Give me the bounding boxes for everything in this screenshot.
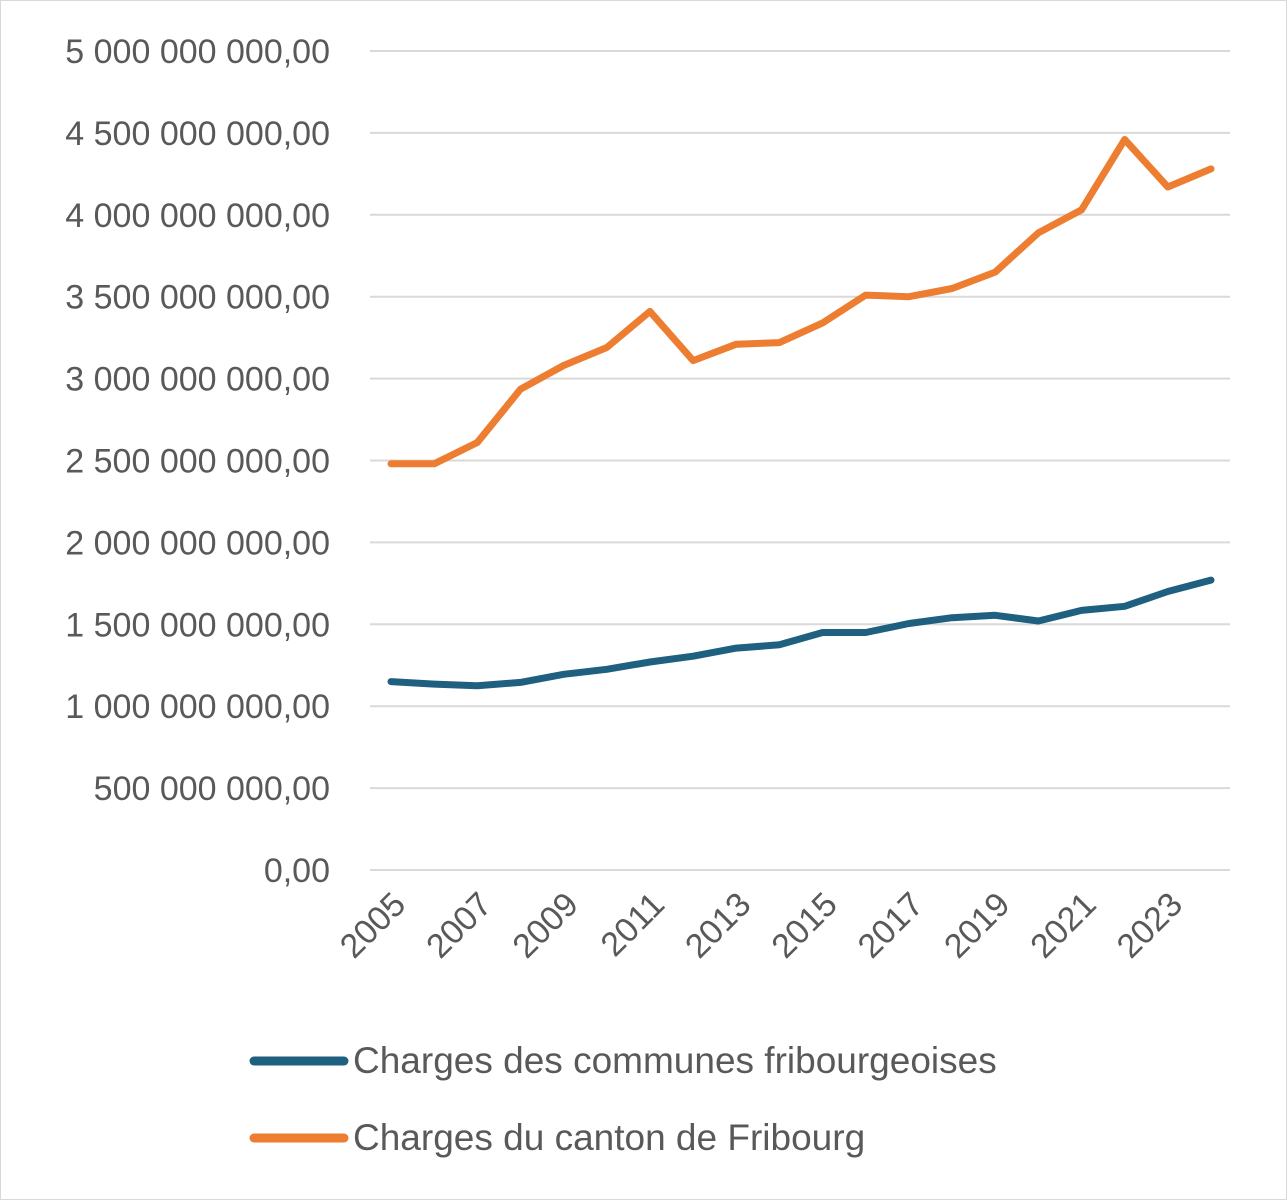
legend: Charges des communes fribourgeoises Char… [249,1040,997,1158]
x-tick-label-3: 2011 [594,885,673,964]
x-tick-group-9: 2023 [1110,885,1190,965]
x-tick-label-9: 2023 [1110,885,1190,965]
x-tick-group-5: 2015 [764,885,844,965]
series-line-0 [387,576,1215,690]
x-tick-group-0: 2005 [333,885,413,965]
x-tick-label-4: 2013 [678,885,758,965]
y-tick-label-7: 3 500 000 000,00 [65,279,330,317]
x-tick-group-2: 2009 [505,885,585,965]
y-axis: 0,00 500 000 000,00 1 000 000 000,00 1 500 … [65,33,330,890]
y-tick-label-8: 4 000 000 000,00 [65,197,330,235]
x-tick-label-1: 2007 [419,885,499,965]
gridlines [370,50,1230,871]
y-tick-label-9: 4 500 000 000,00 [65,115,330,153]
x-tick-group-3: 2011 [594,885,673,964]
x-tick-group-6: 2017 [851,885,931,965]
x-tick-label-0: 2005 [333,885,413,965]
y-tick-label-1: 500 000 000,00 [94,770,330,808]
y-tick-label-2: 1 000 000 000,00 [65,688,330,726]
series-layer [387,136,1215,690]
y-tick-label-0: 0,00 [264,852,330,890]
x-tick-group-8: 2021 [1023,885,1103,965]
y-tick-label-3: 1 500 000 000,00 [65,606,330,644]
x-axis: 2005 2007 2009 2011 2013 2015 2017 2019 2021 2023 [333,885,1190,965]
y-tick-label-5: 2 500 000 000,00 [65,443,330,481]
x-tick-group-4: 2013 [678,885,758,965]
x-tick-group-7: 2019 [937,885,1017,965]
series-line-1 [387,136,1215,468]
legend-label-communes: Charges des communes fribourgeoises [353,1040,997,1081]
x-tick-label-2: 2009 [505,885,585,965]
x-tick-label-6: 2017 [851,885,931,965]
y-tick-label-4: 2 000 000 000,00 [65,524,330,562]
x-tick-label-7: 2019 [937,885,1017,965]
y-tick-label-10: 5 000 000 000,00 [65,33,330,71]
y-tick-label-6: 3 000 000 000,00 [65,361,330,399]
x-tick-label-8: 2021 [1023,885,1103,965]
legend-label-canton: Charges du canton de Fribourg [353,1117,865,1158]
x-tick-group-1: 2007 [419,885,499,965]
x-tick-label-5: 2015 [764,885,844,965]
